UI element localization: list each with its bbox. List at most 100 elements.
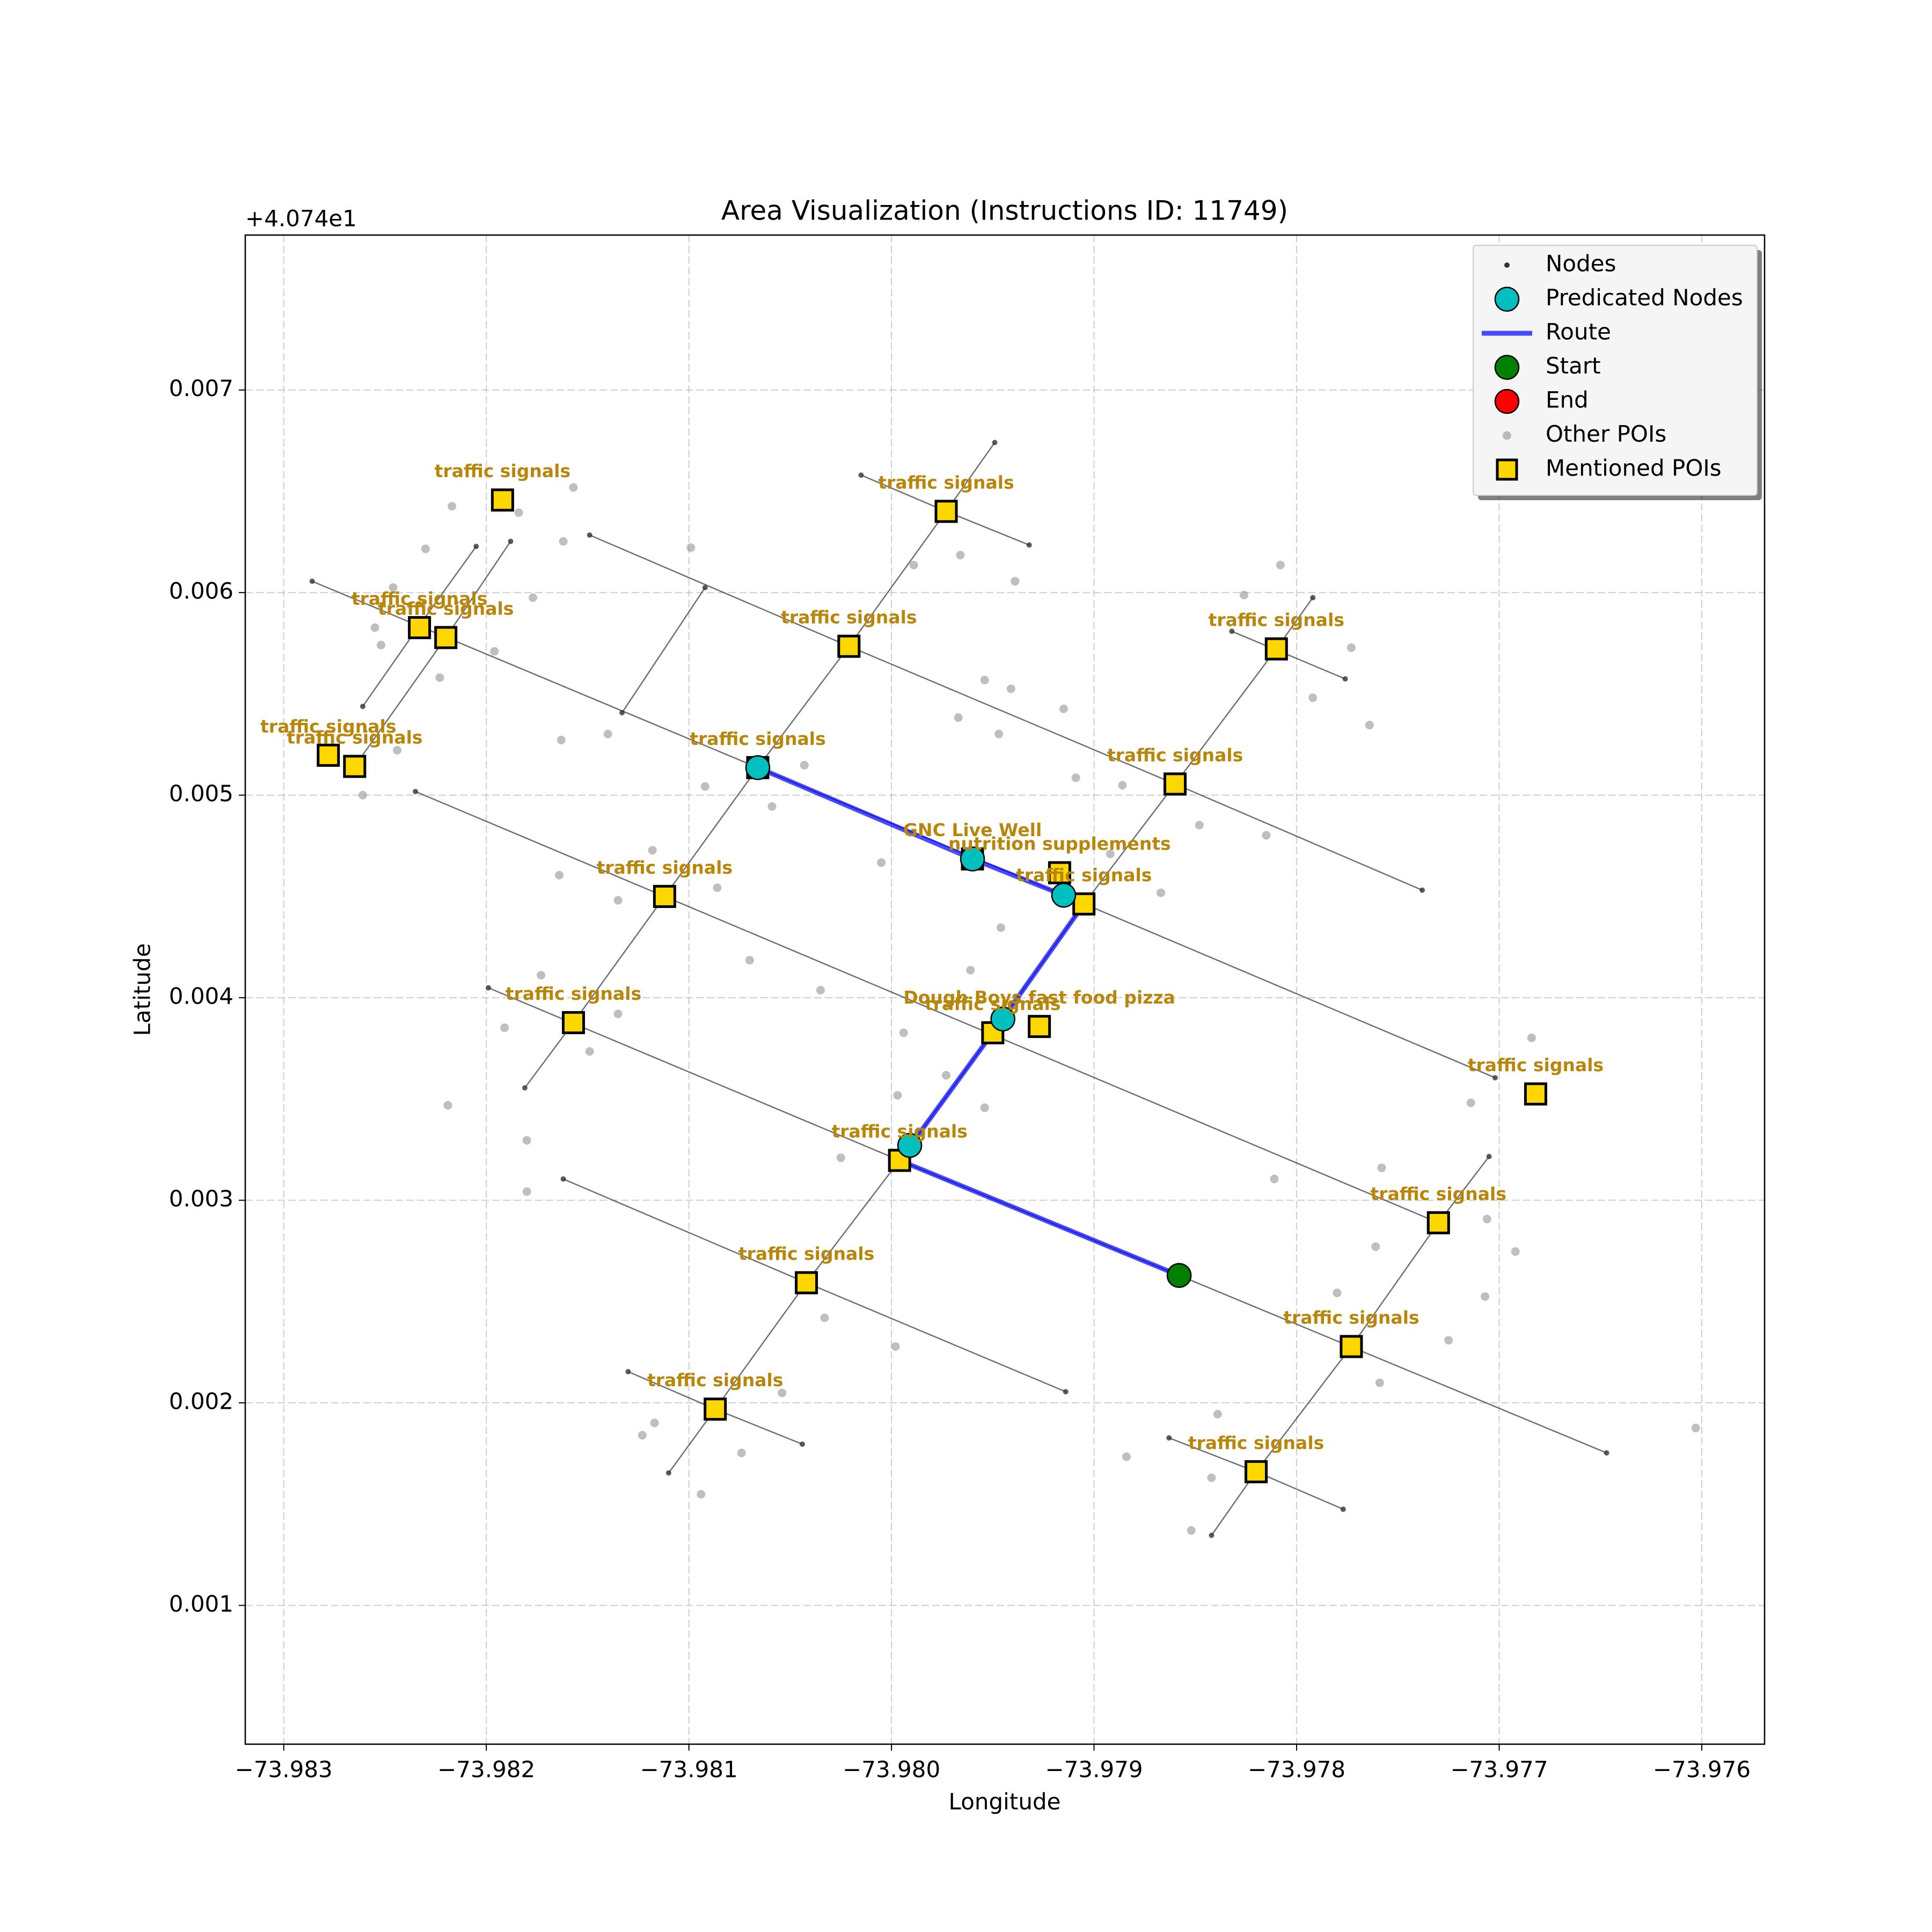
- mentioned-poi: [1072, 892, 1096, 916]
- x-axis-label: Longitude: [949, 1789, 1061, 1815]
- poi-label: traffic signals: [647, 1370, 783, 1391]
- node: [619, 710, 625, 716]
- node: [1419, 887, 1425, 893]
- other-poi: [448, 502, 457, 511]
- poi-label: traffic signals: [1283, 1307, 1419, 1328]
- node: [413, 788, 419, 794]
- other-poi: [1482, 1214, 1491, 1224]
- other-poi: [980, 1103, 989, 1113]
- chart-title: Area Visualization (Instructions ID: 117…: [721, 195, 1288, 226]
- x-tick-label: −73.977: [1450, 1757, 1548, 1783]
- poi-label: traffic signals: [878, 472, 1014, 493]
- other-poi: [421, 544, 430, 553]
- other-poi: [522, 1187, 531, 1196]
- other-poi: [376, 640, 385, 649]
- other-poi: [648, 846, 657, 855]
- other-poi: [942, 1071, 951, 1080]
- other-poi: [713, 883, 722, 892]
- other-poi: [555, 870, 564, 880]
- poi-label: traffic signals: [781, 607, 917, 628]
- legend-label: Mentioned POIs: [1546, 455, 1722, 481]
- other-poi: [1270, 1174, 1279, 1183]
- other-poi: [1239, 590, 1248, 599]
- poi-label: traffic signals: [597, 857, 733, 878]
- poi-label: GNC Live Well: [903, 819, 1042, 840]
- other-poi: [1346, 643, 1356, 652]
- mentioned-poi: [1163, 772, 1187, 796]
- other-poi: [650, 1418, 659, 1428]
- mentioned-poi: [343, 755, 367, 778]
- node: [800, 1441, 806, 1447]
- legend-handle: [1494, 389, 1520, 414]
- other-poi: [557, 735, 566, 744]
- plot-frame: [244, 234, 1766, 1745]
- point: [960, 846, 985, 872]
- poi-label: traffic signals: [1371, 1183, 1506, 1204]
- legend-label: Predicated Nodes: [1546, 284, 1743, 311]
- other-poi: [994, 729, 1004, 738]
- y-tick-label: 0.007: [169, 375, 233, 401]
- node: [992, 440, 998, 445]
- other-poi: [954, 713, 963, 722]
- mentioned-poi: [434, 626, 458, 649]
- node: [1310, 595, 1316, 601]
- poi-label: traffic signals: [506, 983, 641, 1004]
- mentioned-poi: [795, 1271, 818, 1294]
- other-poi: [700, 782, 709, 791]
- mentioned-poi: [317, 743, 340, 767]
- other-poi: [820, 1313, 829, 1322]
- poi-label: traffic signals: [435, 460, 570, 481]
- poi-label: traffic signals: [287, 727, 422, 748]
- mentioned-poi: [1264, 637, 1288, 661]
- point: [897, 1133, 923, 1158]
- x-tick-label: −73.978: [1248, 1757, 1345, 1783]
- legend-label: Start: [1546, 353, 1601, 379]
- other-poi: [1207, 1473, 1216, 1482]
- other-poi: [435, 673, 444, 682]
- node: [1340, 1506, 1346, 1512]
- other-poi: [1213, 1410, 1222, 1419]
- other-poi: [1011, 577, 1020, 586]
- mentioned-poi: [888, 1148, 911, 1172]
- poi-label: traffic signals: [1209, 610, 1344, 631]
- other-poi: [1481, 1292, 1490, 1301]
- other-poi: [443, 1101, 452, 1110]
- mentioned-poi: [491, 488, 514, 512]
- node: [1229, 628, 1235, 634]
- mentioned-poi: [1048, 861, 1071, 884]
- other-poi: [613, 896, 623, 905]
- poi-label: traffic signals: [1188, 1432, 1324, 1453]
- other-poi: [1511, 1247, 1520, 1256]
- node: [702, 584, 708, 590]
- other-poi: [899, 1028, 908, 1037]
- mentioned-poi: [837, 634, 861, 658]
- other-poi: [1375, 1378, 1384, 1387]
- node: [665, 1470, 671, 1476]
- point: [1166, 1263, 1192, 1288]
- other-poi: [638, 1431, 647, 1440]
- other-poi: [956, 551, 965, 560]
- legend-handle: [1504, 262, 1510, 268]
- mentioned-poi: [1524, 1082, 1547, 1106]
- mentioned-poi: [1245, 1460, 1268, 1483]
- other-poi: [1527, 1033, 1536, 1042]
- other-poi: [1187, 1526, 1196, 1535]
- node: [1492, 1075, 1498, 1081]
- poi-label: traffic signals: [378, 598, 514, 619]
- other-poi: [1466, 1098, 1475, 1107]
- y-tick-label: 0.004: [169, 983, 233, 1009]
- point: [1051, 882, 1077, 908]
- y-tick-label: 0.005: [169, 780, 233, 807]
- mentioned-poi: [653, 884, 676, 908]
- legend-label: Route: [1546, 319, 1611, 345]
- legend-handle: [1494, 287, 1520, 312]
- other-poi: [745, 956, 754, 965]
- mentioned-poi: [1426, 1211, 1450, 1234]
- y-tick-label: 0.006: [169, 578, 233, 604]
- other-poi: [585, 1047, 594, 1056]
- other-poi: [980, 676, 989, 685]
- other-poi: [686, 543, 696, 552]
- other-poi: [389, 583, 398, 592]
- offset-text: +4.074e1: [245, 206, 357, 232]
